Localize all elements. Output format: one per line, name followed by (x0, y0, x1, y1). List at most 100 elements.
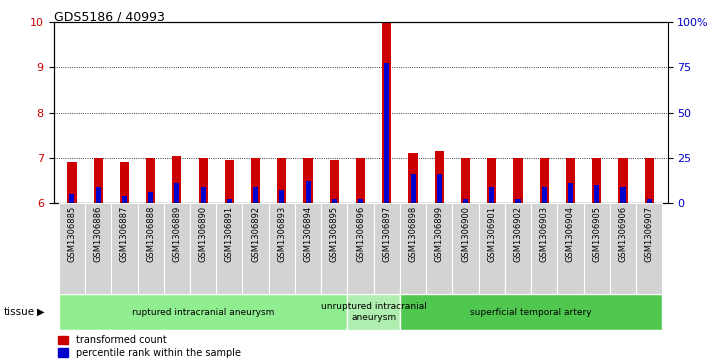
Bar (332, 199, 337, 203)
Bar (435, 151, 444, 203)
Text: GSM1306885: GSM1306885 (67, 206, 76, 262)
Bar (111, 203, 138, 294)
Bar (279, 189, 284, 203)
Bar (636, 203, 663, 294)
Text: GSM1306905: GSM1306905 (592, 206, 601, 262)
Bar (146, 158, 155, 203)
Bar (645, 158, 654, 203)
Text: GSM1306894: GSM1306894 (303, 206, 313, 262)
Bar (594, 185, 599, 203)
Bar (164, 203, 190, 294)
Bar (453, 203, 478, 294)
Bar (268, 203, 295, 294)
Bar (408, 154, 418, 203)
Text: GSM1306896: GSM1306896 (356, 206, 365, 262)
Bar (67, 163, 76, 203)
Bar (592, 158, 601, 203)
Bar (647, 199, 652, 203)
Bar (69, 194, 74, 203)
Text: tissue: tissue (4, 307, 35, 317)
Bar (542, 187, 547, 203)
Bar (513, 158, 523, 203)
Bar (277, 158, 286, 203)
Bar (620, 187, 625, 203)
Bar (122, 196, 127, 203)
Bar (531, 203, 558, 294)
Bar (59, 203, 85, 294)
Bar (411, 174, 416, 203)
Text: GSM1306903: GSM1306903 (540, 206, 549, 262)
Bar (96, 187, 101, 203)
Bar (174, 183, 179, 203)
Bar (330, 160, 339, 203)
Legend: transformed count, percentile rank within the sample: transformed count, percentile rank withi… (59, 335, 241, 358)
Text: GSM1306888: GSM1306888 (146, 206, 155, 262)
Bar (583, 203, 610, 294)
Text: GDS5186 / 40993: GDS5186 / 40993 (54, 11, 164, 24)
Bar (540, 158, 549, 203)
Bar (358, 199, 363, 203)
Text: GSM1306906: GSM1306906 (618, 206, 628, 262)
Bar (120, 163, 129, 203)
Bar (303, 158, 313, 203)
Bar (566, 158, 575, 203)
Bar (489, 187, 494, 203)
Bar (373, 203, 400, 294)
Text: ▶: ▶ (37, 307, 45, 317)
Bar (227, 199, 232, 203)
Text: GSM1306893: GSM1306893 (277, 206, 286, 262)
Text: GSM1306887: GSM1306887 (120, 206, 129, 262)
Bar (251, 158, 260, 203)
Bar (148, 192, 154, 203)
Bar (426, 203, 453, 294)
Text: GSM1306895: GSM1306895 (330, 206, 339, 262)
Bar (400, 203, 426, 294)
Bar (356, 158, 365, 203)
Bar (138, 203, 164, 294)
Bar (461, 158, 470, 203)
Bar (618, 158, 628, 203)
Bar (172, 156, 181, 203)
Text: GSM1306886: GSM1306886 (94, 206, 103, 262)
Text: GSM1306891: GSM1306891 (225, 206, 234, 262)
Bar (400, 294, 663, 330)
Bar (225, 160, 234, 203)
Text: GSM1306899: GSM1306899 (435, 206, 444, 262)
Bar (253, 187, 258, 203)
Text: GSM1306889: GSM1306889 (172, 206, 181, 262)
Bar (382, 22, 391, 203)
Text: GSM1306898: GSM1306898 (408, 206, 418, 262)
Bar (505, 203, 531, 294)
Bar (306, 180, 311, 203)
Text: GSM1306901: GSM1306901 (487, 206, 496, 262)
Bar (85, 203, 111, 294)
Bar (348, 203, 373, 294)
Text: GSM1306904: GSM1306904 (566, 206, 575, 262)
Bar (295, 203, 321, 294)
Bar (216, 203, 243, 294)
Text: GSM1306907: GSM1306907 (645, 206, 654, 262)
Bar (201, 187, 206, 203)
Text: ruptured intracranial aneurysm: ruptured intracranial aneurysm (132, 308, 274, 317)
Bar (348, 294, 400, 330)
Bar (190, 203, 216, 294)
Bar (198, 158, 208, 203)
Text: GSM1306897: GSM1306897 (382, 206, 391, 262)
Text: GSM1306890: GSM1306890 (198, 206, 208, 262)
Bar (463, 199, 468, 203)
Text: GSM1306900: GSM1306900 (461, 206, 470, 262)
Bar (437, 174, 442, 203)
Bar (384, 63, 389, 203)
Bar (478, 203, 505, 294)
Text: superficial temporal artery: superficial temporal artery (471, 308, 592, 317)
Bar (568, 183, 573, 203)
Bar (487, 158, 496, 203)
Bar (321, 203, 348, 294)
Bar (243, 203, 268, 294)
Bar (59, 294, 348, 330)
Bar (94, 158, 103, 203)
Bar (610, 203, 636, 294)
Bar (516, 199, 521, 203)
Text: unruptured intracranial
aneurysm: unruptured intracranial aneurysm (321, 302, 427, 322)
Bar (558, 203, 583, 294)
